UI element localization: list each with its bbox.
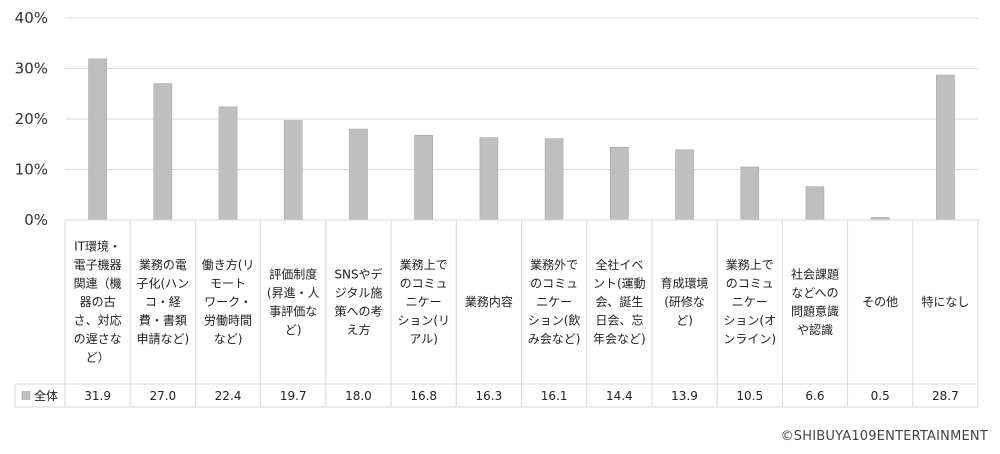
category-label: 全社イベント(運動会、誕生日会、忘年会など) <box>593 257 646 346</box>
bar <box>544 138 564 221</box>
bar <box>479 137 499 221</box>
category-label: 働き方(リモートワーク・労働時間など) <box>202 257 255 346</box>
bar <box>349 128 368 221</box>
bar <box>414 134 433 221</box>
category-label: その他 <box>862 295 898 309</box>
y-tick-label: 40% <box>15 9 48 27</box>
bar <box>610 146 629 221</box>
bar <box>218 106 238 221</box>
bar <box>936 74 955 221</box>
legend-label: 全体 <box>34 388 58 403</box>
data-value-label: 6.6 <box>805 389 824 403</box>
category-label: 特になし <box>921 294 969 309</box>
bar <box>805 186 825 221</box>
data-value-label: 31.9 <box>84 389 111 403</box>
legend-swatch <box>21 391 31 400</box>
data-value-label: 28.7 <box>932 389 959 403</box>
data-value-label: 14.4 <box>606 389 633 403</box>
data-value-label: 22.4 <box>215 389 242 403</box>
y-tick-label: 0% <box>24 211 48 229</box>
y-tick-label: 30% <box>15 60 48 78</box>
category-label: 業務内容 <box>465 294 513 309</box>
data-value-label: 13.9 <box>671 389 698 403</box>
category-label: 業務上でのコミュニケーション(リアル) <box>397 258 450 346</box>
data-value-label: 10.5 <box>736 389 763 403</box>
data-value-label: 0.5 <box>871 389 890 403</box>
data-value-label: 19.7 <box>280 389 307 403</box>
category-label: IT環境・電子機器関連（機器の古さ、対応の遅さなど） <box>74 239 122 365</box>
bar <box>283 120 303 221</box>
data-value-label: 16.8 <box>410 389 437 403</box>
data-value-label: 16.1 <box>541 389 568 403</box>
bars <box>88 58 955 221</box>
category-label: 業務外でのコミュニケーション(飲み会など) <box>528 258 581 346</box>
data-table: IT環境・電子機器関連（機器の古さ、対応の遅さなど） 業務の電子化(ハンコ・経費・… <box>14 219 979 408</box>
data-value-label: 27.0 <box>149 389 176 403</box>
bar <box>675 149 694 221</box>
y-axis: 0% 10% 20% 30% 40% <box>15 9 48 229</box>
category-label: 評価制度(昇進・人事評価など) <box>267 266 320 337</box>
bar <box>153 83 173 221</box>
gridlines <box>65 17 978 170</box>
category-label: 業務の電子化(ハンコ・経費・書類申請など) <box>136 258 189 346</box>
category-label: 業務上でのコミュニケーション(オンライン) <box>723 258 776 346</box>
bar <box>740 166 760 221</box>
category-label: SNSやデジタル施策への考え方 <box>334 266 382 337</box>
bar <box>88 58 107 221</box>
category-label: 育成環境(研修など) <box>661 276 709 328</box>
y-tick-label: 10% <box>15 161 48 179</box>
data-value-label: 16.3 <box>476 389 503 403</box>
y-tick-label: 20% <box>15 110 48 128</box>
data-value-label: 18.0 <box>345 389 372 403</box>
category-label: 社会課題などへの問題意識や認識 <box>791 266 839 337</box>
copyright-text: ©SHIBUYA109ENTERTAINMENT <box>780 429 988 444</box>
